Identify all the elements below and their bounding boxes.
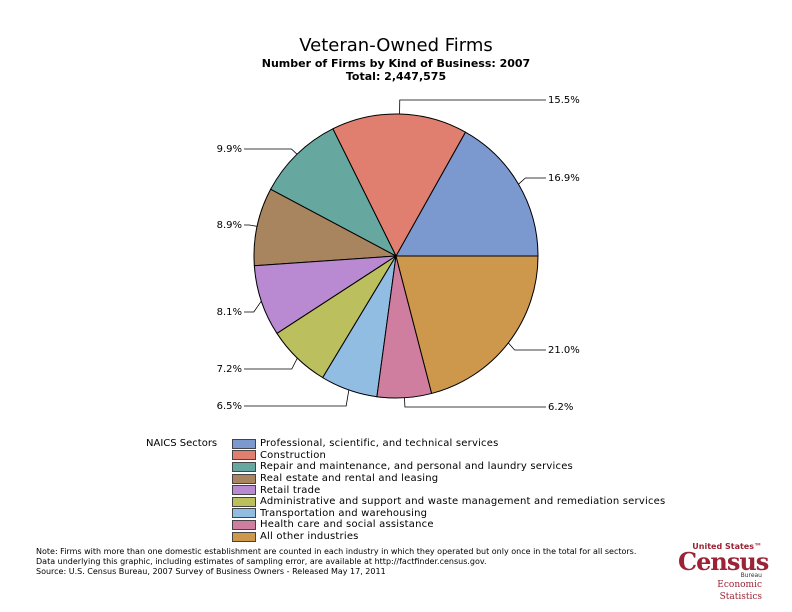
leader-line <box>244 357 298 370</box>
legend-label: Repair and maintenance, and personal and… <box>260 461 573 473</box>
slice-label: 7.2% <box>217 364 242 375</box>
leader-line <box>244 224 258 227</box>
footnotes: Note: Firms with more than one domestic … <box>36 547 636 577</box>
leader-line <box>508 342 546 351</box>
legend: Professional, scientific, and technical … <box>232 438 665 542</box>
legend-label: Administrative and support and waste man… <box>260 496 666 508</box>
leader-line <box>244 389 350 407</box>
logo-united-states: United States™ <box>692 542 762 551</box>
chart-subtitle: Number of Firms by Kind of Business: 200… <box>261 57 531 70</box>
logo-census: Census <box>678 547 769 576</box>
legend-label: Construction <box>260 449 327 461</box>
legend-swatch <box>232 485 256 496</box>
leader-line <box>244 300 262 313</box>
leader-line <box>404 397 546 408</box>
pie-slice <box>395 131 539 257</box>
legend-label: Health care and social assistance <box>260 519 434 531</box>
pie-slice <box>395 255 539 395</box>
legend-item: All other industries <box>232 531 665 543</box>
legend-item: Transportation and warehousing <box>232 508 665 520</box>
note-line: Note: Firms with more than one domestic … <box>36 547 637 556</box>
slice-label: 8.1% <box>217 307 242 318</box>
legend-swatch <box>232 438 256 449</box>
logo-economic-statistics: Economic Statistics <box>717 580 762 602</box>
slice-label: 8.9% <box>217 220 242 231</box>
slice-label: 9.9% <box>217 144 242 155</box>
legend-title: NAICS Sectors <box>146 438 218 449</box>
legend-swatch <box>232 531 256 542</box>
pie-slice <box>269 128 398 258</box>
leader-line <box>244 148 298 155</box>
legend-item: Professional, scientific, and technical … <box>232 438 665 450</box>
legend-label: Real estate and rental and leasing <box>260 473 439 485</box>
legend-swatch <box>232 519 256 530</box>
slice-label: 6.2% <box>548 402 573 413</box>
legend-swatch <box>232 450 256 461</box>
slice-label: 16.9% <box>548 173 580 184</box>
chart-total: Total: 2,447,575 <box>345 70 447 83</box>
legend-swatch <box>232 473 256 484</box>
census-logo: United States™ Census Bureau Economic St… <box>678 542 769 603</box>
legend-item: Health care and social assistance <box>232 519 665 531</box>
slice-label: 6.5% <box>217 401 242 412</box>
legend-swatch <box>232 496 256 507</box>
legend-item: Real estate and rental and leasing <box>232 473 665 485</box>
source-line: Source: U.S. Census Bureau, 2007 Survey … <box>36 567 386 576</box>
chart-title: Veteran-Owned Firms <box>299 35 493 56</box>
slice-label: 15.5% <box>548 95 580 106</box>
legend-item: Repair and maintenance, and personal and… <box>232 461 665 473</box>
leader-line <box>518 177 546 185</box>
note-line: Data underlying this graphic, including … <box>36 557 487 566</box>
legend-label: Transportation and warehousing <box>260 507 428 519</box>
legend-swatch <box>232 461 256 472</box>
legend-label: All other industries <box>260 531 359 543</box>
legend-item: Administrative and support and waste man… <box>232 496 665 508</box>
legend-swatch <box>232 508 256 519</box>
legend-item: Retail trade <box>232 484 665 496</box>
legend-label: Professional, scientific, and technical … <box>260 438 499 450</box>
slice-label: 21.0% <box>548 345 580 356</box>
legend-label: Retail trade <box>260 484 321 496</box>
logo-bureau: Bureau <box>740 572 762 579</box>
leader-line <box>399 99 546 115</box>
pie-slice <box>332 113 467 258</box>
legend-item: Construction <box>232 450 665 462</box>
